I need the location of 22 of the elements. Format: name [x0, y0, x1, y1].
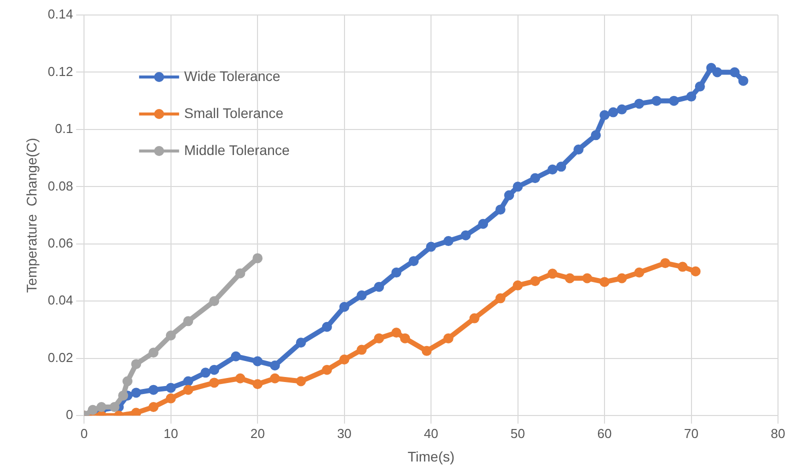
y-tick-label: 0.02: [48, 350, 74, 365]
x-tick-label: 20: [250, 426, 265, 441]
x-tick-label: 80: [770, 426, 786, 441]
x-tick-label: 60: [597, 426, 612, 441]
y-tick-label: 0.08: [48, 178, 74, 194]
x-tick-label: 70: [684, 426, 698, 441]
y-tick-label: 0: [66, 407, 74, 422]
x-tick-label: 10: [164, 426, 178, 441]
y-tick-label: 0.04: [48, 292, 74, 308]
y-axis-title: Temperature Change(C): [23, 138, 40, 293]
x-tick-label: 50: [510, 426, 526, 441]
y-tick-label: 0.14: [48, 6, 74, 22]
legend-label: Wide Tolerance: [184, 68, 281, 84]
x-tick-label: 40: [424, 426, 438, 441]
y-tick-label: 0.06: [48, 235, 74, 250]
legend-label: Middle Tolerance: [184, 142, 290, 158]
y-tick-label: 0.1: [55, 121, 74, 136]
y-tick-label: 0.12: [48, 64, 74, 79]
x-axis-title: Time(s): [408, 448, 455, 464]
x-tick-label: 0: [80, 426, 88, 441]
x-tick-label: 30: [337, 426, 352, 441]
legend-label: Small Tolerance: [184, 104, 284, 121]
